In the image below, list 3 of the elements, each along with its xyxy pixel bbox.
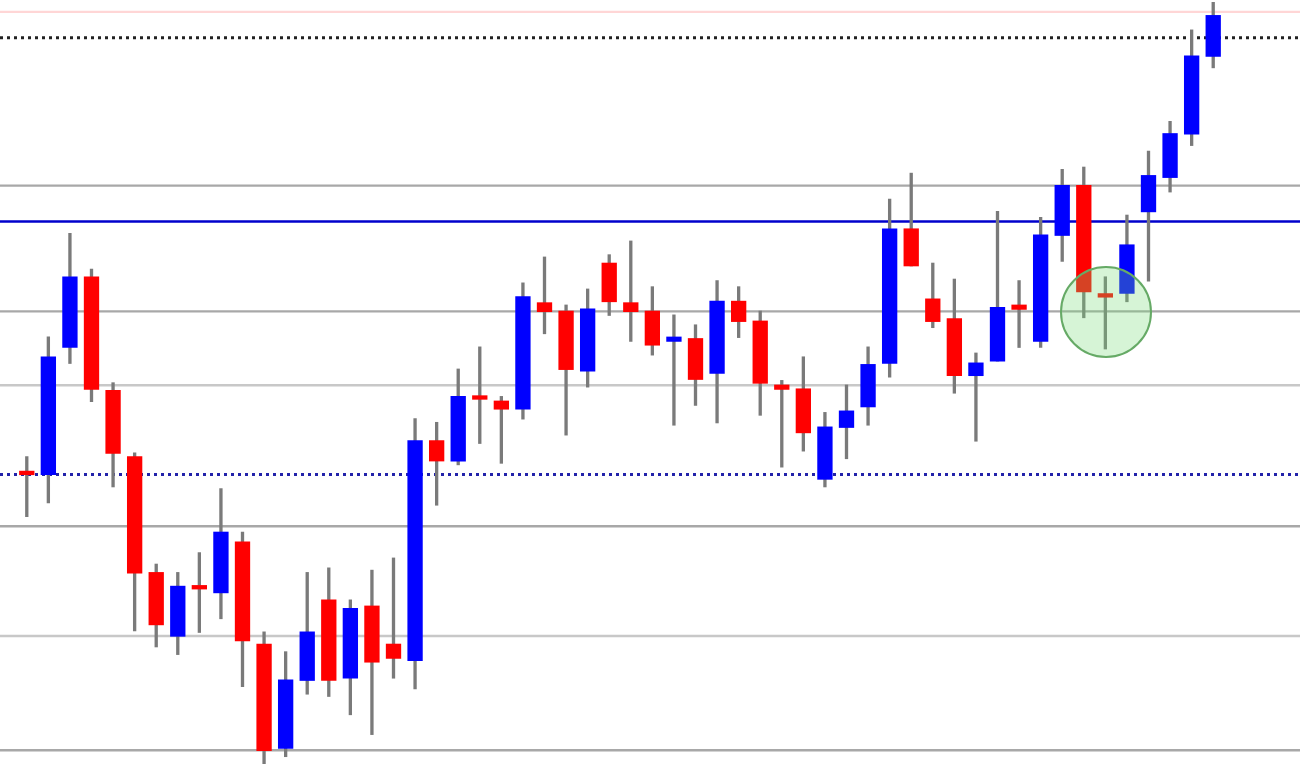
candlestick xyxy=(968,352,984,442)
candlestick xyxy=(666,314,682,426)
candlestick xyxy=(1011,280,1027,348)
